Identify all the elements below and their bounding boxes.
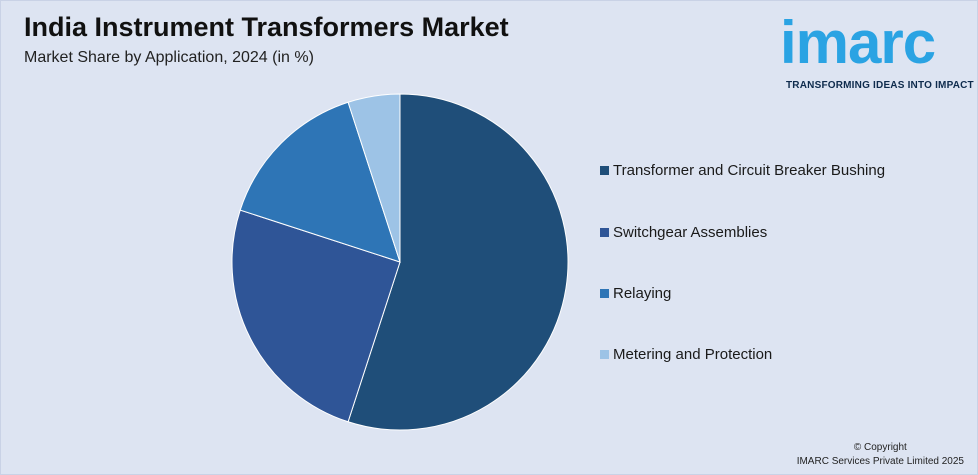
legend-label: Switchgear Assemblies (613, 223, 768, 241)
copyright-line-1: © Copyright (853, 442, 907, 453)
logo-tagline: TRANSFORMING IDEAS INTO IMPACT (786, 80, 974, 91)
pie-slice-metering-and-protection (347, 93, 401, 263)
legend-item-metering: Metering and Protection (600, 344, 772, 364)
legend-swatch (600, 288, 609, 298)
pie-chart (231, 93, 569, 431)
imarc-logo: imarc TRANSFORMING IDEAS INTO IMPACT (780, 9, 974, 94)
legend-label: Metering and Protection (613, 345, 773, 363)
legend-label: Relaying (613, 284, 672, 302)
copyright-notice: © Copyright IMARC Services Private Limit… (797, 441, 964, 469)
legend-item-switchgear: Switchgear Assemblies (600, 222, 767, 242)
logo-wordmark: imarc (780, 9, 936, 76)
pie-slice-switchgear-assemblies (231, 209, 401, 423)
legend-label: Transformer and Circuit Breaker Bushing (613, 161, 886, 179)
pie-slice-relaying (239, 101, 401, 263)
legend-item-transformer-bushing: Transformer and Circuit Breaker Bushing (600, 160, 885, 180)
legend-swatch (600, 227, 609, 237)
legend-item-relaying: Relaying (600, 283, 671, 303)
chart-subtitle: Market Share by Application, 2024 (in %) (24, 49, 314, 66)
legend-swatch (600, 349, 609, 359)
pie-slice-transformer-and-circuit-breaker-bushing (347, 93, 569, 431)
chart-title: India Instrument Transformers Market (24, 12, 509, 42)
legend-swatch (600, 165, 609, 175)
copyright-line-2: IMARC Services Private Limited 2025 (796, 456, 964, 467)
